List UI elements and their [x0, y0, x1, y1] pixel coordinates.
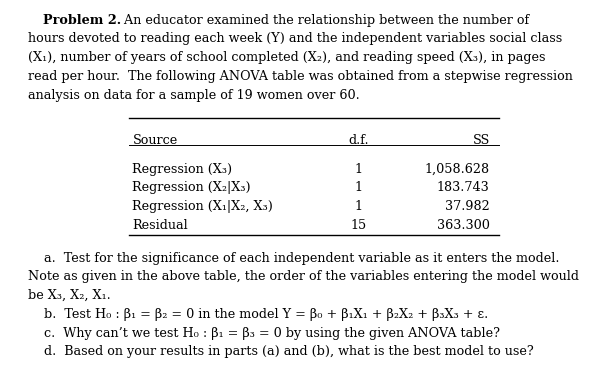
Text: d.  Based on your results in parts (a) and (b), what is the best model to use?: d. Based on your results in parts (a) an…	[28, 345, 533, 359]
Text: 1: 1	[355, 163, 362, 176]
Text: Problem 2.: Problem 2.	[43, 14, 121, 27]
Text: Regression (X₁|X₂, X₃): Regression (X₁|X₂, X₃)	[132, 200, 274, 213]
Text: (X₁), number of years of school completed (X₂), and reading speed (X₃), in pages: (X₁), number of years of school complete…	[28, 51, 545, 64]
Text: read per hour.  The following ANOVA table was obtained from a stepwise regressio: read per hour. The following ANOVA table…	[28, 70, 573, 83]
Text: Regression (X₂|X₃): Regression (X₂|X₃)	[132, 182, 251, 194]
Text: d.f.: d.f.	[348, 133, 369, 147]
Text: 1: 1	[355, 200, 362, 213]
Text: Source: Source	[132, 133, 177, 147]
Text: 15: 15	[351, 219, 367, 232]
Text: 37.982: 37.982	[445, 200, 490, 213]
Text: b.  Test H₀ : β₁ = β₂ = 0 in the model Y = β₀ + β₁X₁ + β₂X₂ + β₃X₃ + ε.: b. Test H₀ : β₁ = β₂ = 0 in the model Y …	[28, 308, 488, 321]
Text: analysis on data for a sample of 19 women over 60.: analysis on data for a sample of 19 wome…	[28, 88, 360, 102]
Text: SS: SS	[472, 133, 490, 147]
Text: be X₃, X₂, X₁.: be X₃, X₂, X₁.	[28, 289, 110, 302]
Text: 1,058.628: 1,058.628	[424, 163, 490, 176]
Text: 183.743: 183.743	[437, 182, 490, 194]
Text: c.  Why can’t we test H₀ : β₁ = β₃ = 0 by using the given ANOVA table?: c. Why can’t we test H₀ : β₁ = β₃ = 0 by…	[28, 327, 500, 340]
Text: Regression (X₃): Regression (X₃)	[132, 163, 233, 176]
Text: Note as given in the above table, the order of the variables entering the model : Note as given in the above table, the or…	[28, 270, 578, 284]
Text: 363.300: 363.300	[437, 219, 490, 232]
Text: An educator examined the relationship between the number of: An educator examined the relationship be…	[116, 14, 529, 27]
Text: hours devoted to reading each week (Y) and the independent variables social clas: hours devoted to reading each week (Y) a…	[28, 32, 562, 45]
Text: a.  Test for the significance of each independent variable as it enters the mode: a. Test for the significance of each ind…	[28, 252, 559, 265]
Text: Residual: Residual	[132, 219, 188, 232]
Text: 1: 1	[355, 182, 362, 194]
